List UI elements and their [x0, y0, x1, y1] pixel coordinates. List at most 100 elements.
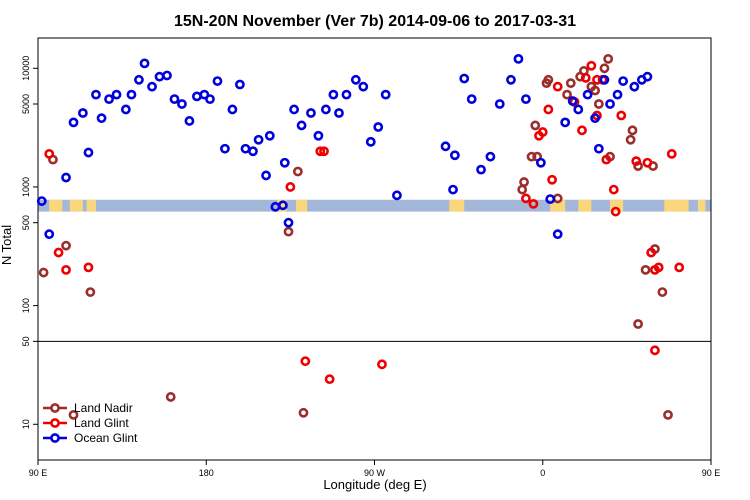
data-point [528, 198, 539, 209]
data-point [599, 63, 610, 74]
land-patch [277, 199, 287, 212]
data-point [96, 113, 107, 124]
data-point [612, 89, 623, 100]
data-point [552, 229, 563, 240]
y-tick-label: 50 [21, 336, 31, 346]
tick-labels: 90 E 180 90 W 0 90 E 10 50 100 500 1000 5000 10000 [21, 56, 720, 478]
data-point [134, 74, 144, 85]
data-point [526, 151, 537, 162]
data-point [629, 81, 640, 92]
data-point [642, 71, 653, 82]
legend-marker [50, 433, 60, 443]
data-point [562, 89, 572, 100]
x-tick-label: 90 E [702, 468, 721, 478]
data-point [350, 74, 361, 85]
data-point [292, 166, 303, 177]
data-point [315, 146, 326, 157]
data-point [582, 89, 593, 100]
data-point [535, 157, 546, 168]
legend-marker [50, 403, 60, 413]
data-point [199, 89, 210, 100]
series-land-glint [44, 60, 685, 385]
data-point [521, 94, 531, 105]
data-point [248, 146, 258, 157]
data-point [61, 264, 71, 275]
data-point [601, 154, 612, 165]
data-point [61, 240, 71, 251]
land-patch [550, 199, 566, 212]
legend-label: Land Glint [74, 416, 129, 430]
data-point [573, 104, 584, 115]
y-tick-label: 100 [21, 298, 31, 313]
data-point [253, 134, 264, 145]
data-point [220, 143, 230, 154]
data-point [126, 89, 137, 100]
data-point [599, 74, 610, 85]
y-tick-label: 500 [21, 215, 31, 230]
data-point [192, 91, 202, 102]
chart-title: 15N-20N November (Ver 7b) 2014-09-06 to … [174, 13, 576, 30]
data-point [459, 73, 470, 84]
data-point [631, 156, 642, 167]
data-point [552, 193, 563, 204]
data-point [177, 99, 187, 109]
data-point [519, 177, 529, 187]
map-strip [38, 199, 711, 212]
y-axis-label: N Total [0, 225, 14, 265]
data-point [319, 146, 329, 157]
x-tick-label: 90 E [29, 468, 48, 478]
data-point [44, 148, 55, 159]
data-point [91, 89, 101, 100]
data-point [642, 157, 653, 168]
data-point [530, 120, 541, 131]
data-point [506, 74, 516, 85]
data-point [494, 99, 505, 109]
land-patch [664, 199, 689, 212]
data-point [653, 262, 664, 273]
land-patch [449, 199, 465, 212]
data-point [593, 99, 604, 109]
data-point [646, 247, 657, 258]
data-point [165, 392, 176, 402]
data-point [633, 319, 643, 329]
data-point [169, 94, 180, 105]
data-point [104, 94, 114, 105]
data-point [184, 116, 195, 126]
data-point [227, 104, 238, 115]
data-point [240, 143, 251, 154]
data-points [36, 53, 685, 420]
data-point [586, 60, 597, 71]
data-point [448, 184, 458, 195]
data-point [392, 190, 402, 201]
data-point [264, 130, 275, 141]
x-tick-label: 180 [199, 468, 214, 478]
data-point [674, 262, 685, 273]
data-point [608, 184, 619, 195]
legend-marker [50, 418, 60, 428]
data-point [212, 76, 223, 86]
data-point [485, 151, 496, 162]
data-point [205, 94, 215, 105]
data-point [334, 108, 344, 118]
data-point [358, 81, 369, 92]
data-point [154, 71, 165, 82]
data-point [449, 150, 460, 161]
data-point [296, 120, 307, 131]
y-tick-label: 10 [21, 419, 31, 429]
data-point [666, 148, 677, 159]
land-patch [295, 199, 308, 212]
data-point [476, 164, 486, 175]
data-point [277, 200, 288, 211]
y-tick-label: 5000 [21, 94, 31, 114]
data-point [313, 130, 324, 141]
legend-label: Land Nadir [74, 401, 133, 415]
data-point [603, 53, 614, 64]
data-point [306, 108, 316, 118]
data-point [657, 287, 668, 297]
data-point [36, 196, 47, 206]
data-point [234, 79, 245, 90]
data-point [577, 125, 587, 136]
data-point [618, 76, 629, 86]
